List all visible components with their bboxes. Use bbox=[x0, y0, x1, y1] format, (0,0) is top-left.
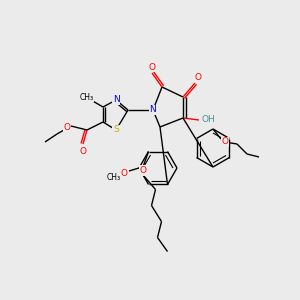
Text: O: O bbox=[64, 122, 70, 131]
Text: O: O bbox=[221, 137, 229, 146]
Text: N: N bbox=[112, 95, 119, 104]
Text: O: O bbox=[194, 73, 202, 82]
Text: CH₃: CH₃ bbox=[107, 173, 121, 182]
Text: S: S bbox=[113, 125, 119, 134]
Text: CH₃: CH₃ bbox=[80, 92, 94, 101]
Text: OH: OH bbox=[201, 116, 215, 124]
Text: O: O bbox=[140, 166, 147, 175]
Text: O: O bbox=[121, 169, 128, 178]
Text: O: O bbox=[148, 62, 155, 71]
Text: O: O bbox=[80, 146, 86, 155]
Text: N: N bbox=[150, 106, 156, 115]
